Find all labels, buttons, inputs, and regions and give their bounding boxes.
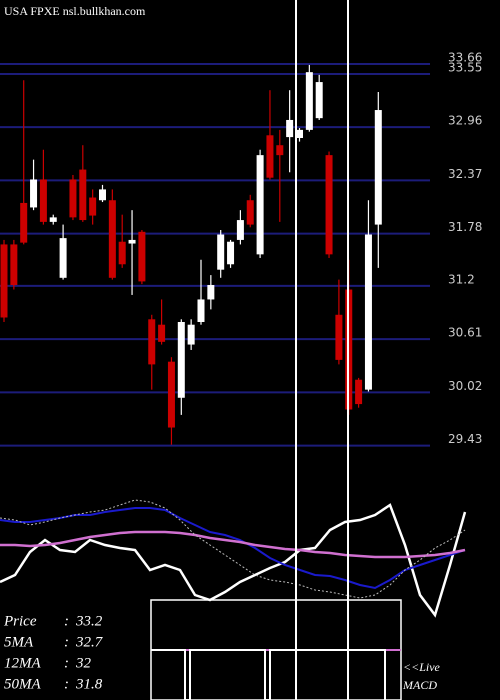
indicator-line	[0, 503, 467, 618]
candle-body	[79, 169, 87, 221]
indicator-line	[0, 530, 466, 559]
candle-body	[0, 244, 8, 318]
candle-body	[246, 200, 254, 225]
y-tick-label: 31.2	[448, 272, 475, 286]
candle-body	[118, 241, 126, 265]
candle-body	[99, 189, 106, 201]
stat-value: 31.8	[75, 676, 103, 692]
stat-label: 12MA	[4, 655, 41, 671]
indicator-line	[0, 507, 466, 590]
candle-body	[276, 145, 284, 156]
candle-body	[177, 322, 185, 398]
candle-body	[325, 155, 333, 255]
candle-body	[187, 324, 195, 345]
candle-body	[39, 179, 47, 222]
indicator-line	[0, 499, 466, 599]
stat-sep: :	[64, 613, 69, 629]
y-tick-label: 29.43	[448, 432, 482, 446]
stat-sep: :	[64, 655, 69, 671]
candle-body	[305, 72, 313, 130]
stat-sep: :	[64, 634, 69, 650]
candle-body	[138, 231, 146, 282]
candle-body	[128, 239, 136, 244]
candle-body	[10, 244, 18, 286]
macd-label: MACD	[402, 678, 437, 692]
candle-body	[158, 324, 166, 342]
candle-body	[364, 234, 372, 390]
candle-body	[315, 82, 323, 119]
candle-body	[197, 299, 205, 322]
stat-label: 50MA	[4, 676, 41, 692]
candle-body	[89, 197, 97, 216]
macd-label: <<Live	[403, 660, 441, 674]
y-tick-label: 32.96	[448, 114, 482, 128]
y-tick-label: 30.02	[448, 379, 482, 393]
candle-body	[167, 361, 175, 428]
candle-body	[59, 238, 67, 278]
candle-body	[335, 314, 343, 360]
macd-step	[151, 649, 386, 700]
candle-body	[286, 119, 294, 138]
y-tick-label: 33.66	[448, 51, 482, 65]
candle-body	[236, 220, 244, 240]
stat-value: 32	[75, 655, 92, 671]
candle-body	[49, 217, 57, 222]
chart-title: USA FPXE nsl.bullkhan.com	[4, 4, 146, 18]
candle-body	[207, 285, 215, 300]
candle-body	[355, 379, 363, 405]
candle-body	[296, 129, 303, 138]
indicator-panel	[0, 499, 467, 618]
stat-label: 5MA	[4, 634, 34, 650]
candle-body	[256, 155, 264, 255]
candle-body	[69, 179, 77, 218]
stat-value: 32.7	[75, 634, 104, 650]
candle-body	[148, 319, 156, 365]
candle-body	[227, 241, 235, 265]
candle-body	[266, 135, 274, 178]
y-tick-label: 30.61	[448, 326, 482, 340]
stat-sep: :	[64, 676, 69, 692]
stat-value: 33.2	[75, 613, 103, 629]
y-tick-label: 32.37	[448, 167, 482, 181]
candle-body	[374, 110, 382, 225]
candle-body	[30, 179, 38, 208]
candles	[0, 64, 382, 445]
candle-body	[217, 234, 225, 270]
y-tick-label: 31.78	[448, 220, 482, 234]
candle-body	[108, 200, 116, 278]
y-tick-label: 33.55	[448, 60, 482, 74]
stat-label: Price	[3, 613, 37, 629]
candle-body	[20, 202, 28, 243]
